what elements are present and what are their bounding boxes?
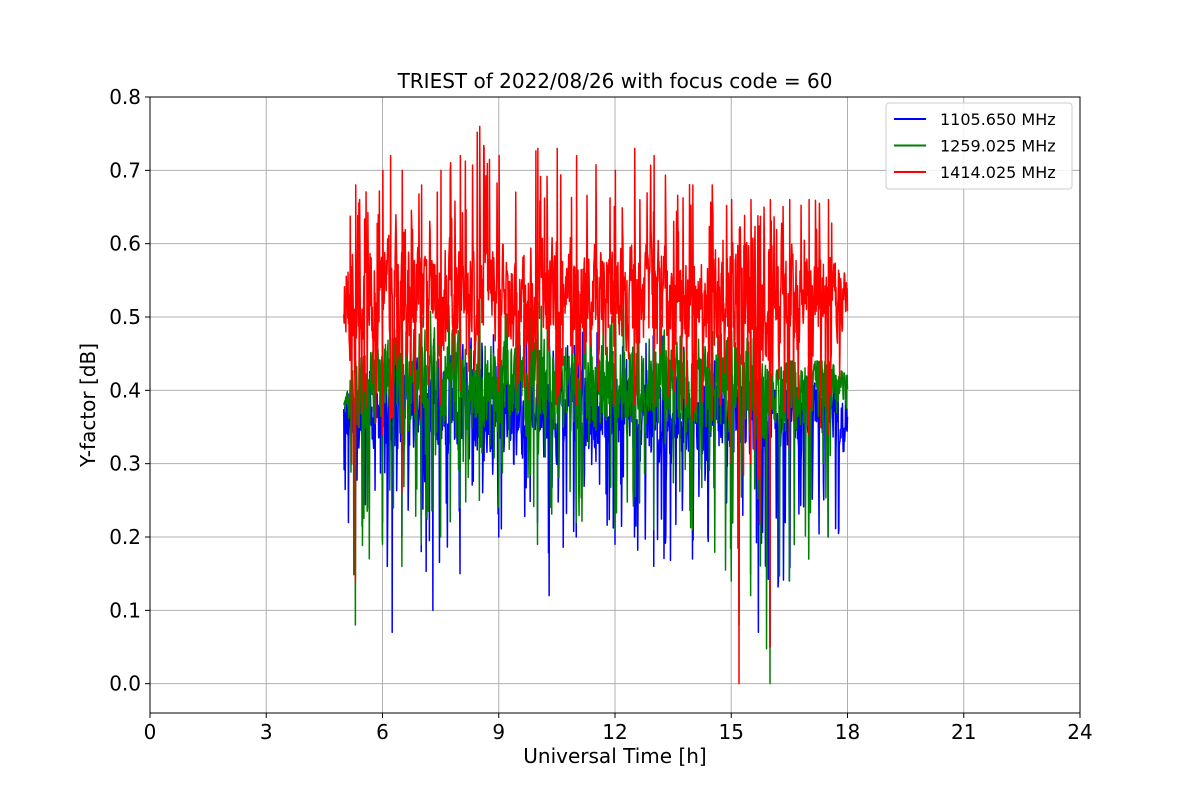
y-tick-label: 0.2 [109,525,141,549]
x-tick-label: 15 [719,720,744,744]
x-tick-label: 24 [1067,720,1092,744]
x-axis-label: Universal Time [h] [523,744,706,768]
x-tick-label: 3 [260,720,273,744]
y-tick-label: 0.3 [109,452,141,476]
legend-label: 1414.025 MHz [940,163,1056,182]
series-line-2 [343,272,849,685]
y-tick-label: 0.6 [109,232,141,256]
x-tick-label: 6 [376,720,389,744]
x-tick-label: 12 [602,720,627,744]
x-tick-label: 0 [144,720,157,744]
chart-title: TRIEST of 2022/08/26 with focus code = 6… [397,69,833,93]
x-tick-label: 18 [835,720,860,744]
x-tick-label: 21 [951,720,976,744]
legend: 1105.650 MHz 1259.025 MHz 1414.025 MHz [885,102,1073,190]
y-axis-ticks: 0.0 0.1 0.2 0.3 0.4 0.5 0.6 0.7 0.8 [109,85,150,696]
y-tick-label: 0.1 [109,598,141,622]
legend-label: 1105.650 MHz [940,110,1056,129]
legend-box [885,102,1073,190]
x-tick-label: 9 [492,720,505,744]
legend-label: 1259.025 MHz [940,137,1056,156]
y-axis-label: Y-factor [dB] [76,343,100,468]
x-axis-ticks: 0 3 6 9 12 15 18 21 24 [144,713,1093,744]
plot-series [343,125,849,685]
y-tick-label: 0.8 [109,85,141,109]
y-tick-label: 0.5 [109,305,141,329]
series-line-3 [343,125,849,685]
y-tick-label: 0.4 [109,378,141,402]
y-tick-label: 0.0 [109,672,141,696]
y-tick-label: 0.7 [109,158,141,182]
